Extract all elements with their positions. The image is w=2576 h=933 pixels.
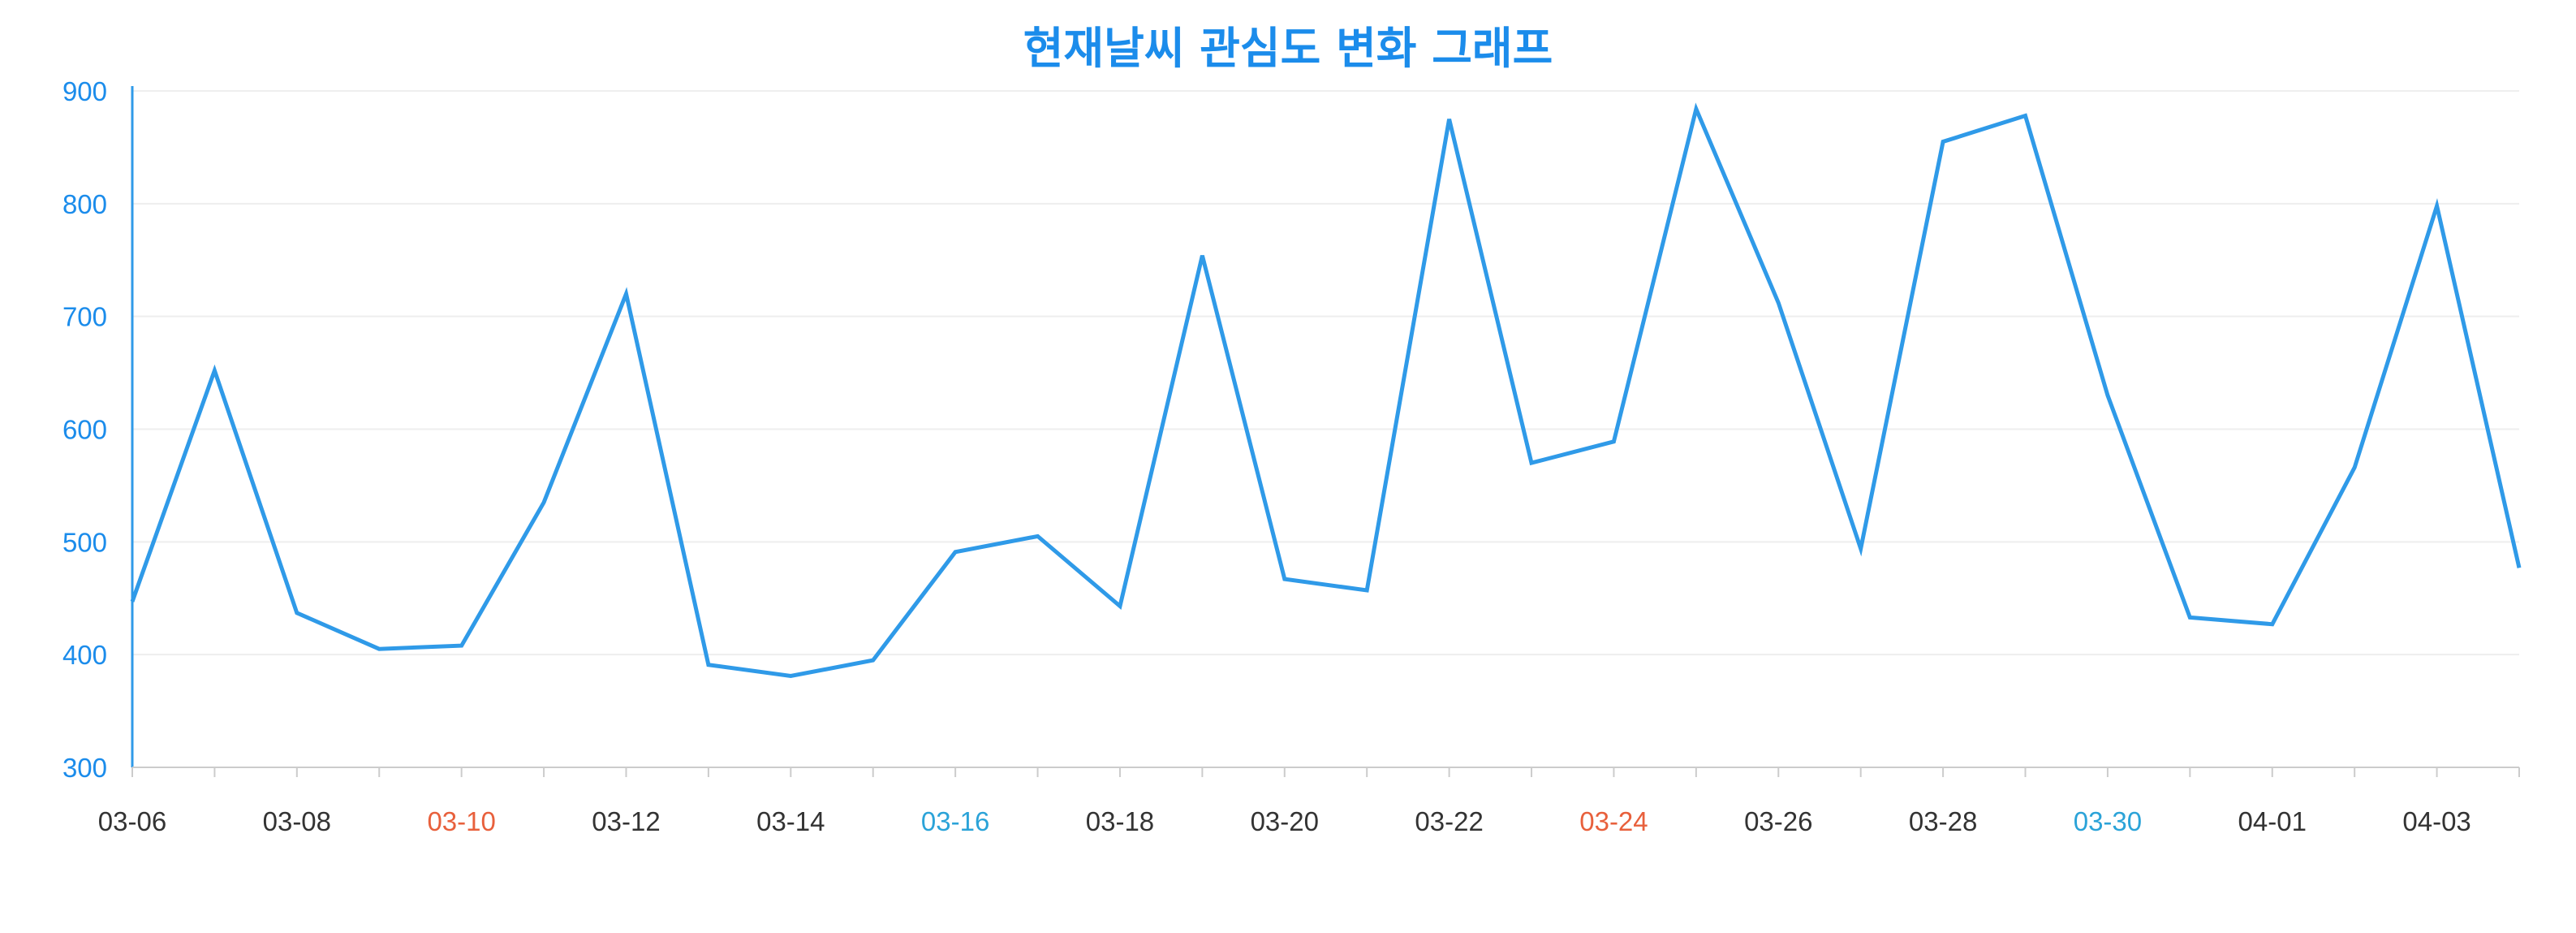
data-point bbox=[952, 549, 958, 555]
data-point bbox=[1940, 138, 1946, 145]
data-point bbox=[294, 610, 300, 616]
data-point bbox=[1117, 603, 1123, 609]
data-point bbox=[622, 291, 629, 297]
y-tick-label: 800 bbox=[62, 189, 107, 219]
y-tick-label: 600 bbox=[62, 415, 107, 445]
x-tick-label: 03-28 bbox=[1909, 806, 1977, 836]
data-point bbox=[2186, 614, 2193, 620]
y-tick-label: 300 bbox=[62, 753, 107, 783]
x-tick-label: 03-20 bbox=[1251, 806, 1319, 836]
y-tick-label: 500 bbox=[62, 527, 107, 557]
data-point bbox=[2269, 621, 2276, 628]
y-tick-label: 900 bbox=[62, 76, 107, 106]
data-point bbox=[459, 642, 465, 649]
x-tick-label: 03-08 bbox=[263, 806, 331, 836]
data-point bbox=[1775, 300, 1781, 306]
chart-title: 현재날씨 관심도 변화 그래프 bbox=[1023, 23, 1553, 74]
x-tick-label: 03-22 bbox=[1415, 806, 1483, 836]
y-axis-ticks: 300 400 500 600 700 800 900 bbox=[62, 76, 107, 783]
data-point bbox=[211, 367, 218, 374]
data-point bbox=[1035, 533, 1041, 539]
data-point bbox=[541, 499, 547, 506]
x-tick-label: 04-01 bbox=[2238, 806, 2307, 836]
y-tick-label: 400 bbox=[62, 640, 107, 670]
data-point bbox=[2104, 392, 2111, 399]
data-point bbox=[1363, 587, 1370, 594]
data-point bbox=[2516, 564, 2522, 571]
x-tick-label: 03-26 bbox=[1744, 806, 1812, 836]
x-tick-label: 04-03 bbox=[2402, 806, 2470, 836]
data-point bbox=[2351, 464, 2358, 471]
x-tick-label: 03-14 bbox=[756, 806, 825, 836]
data-point bbox=[2022, 113, 2029, 119]
data-point bbox=[870, 657, 877, 663]
data-point bbox=[1693, 106, 1699, 112]
series-group bbox=[129, 102, 2522, 680]
data-point bbox=[1858, 546, 1864, 552]
y-tick-label: 700 bbox=[62, 302, 107, 332]
data-point bbox=[1199, 253, 1205, 259]
x-axis: 03-06 03-08 03-10 03-12 03-14 03-16 03-18 03-20… bbox=[98, 86, 2520, 836]
data-point bbox=[2434, 203, 2440, 209]
series-line bbox=[130, 102, 2522, 679]
x-tick-label: 03-06 bbox=[98, 806, 166, 836]
x-tick-label: 03-16 bbox=[921, 806, 989, 836]
x-tick-label: 03-10 bbox=[427, 806, 495, 836]
x-tick-label: 03-12 bbox=[592, 806, 660, 836]
data-point bbox=[1446, 116, 1453, 123]
data-point bbox=[787, 673, 794, 680]
data-point bbox=[1282, 576, 1288, 582]
data-point bbox=[129, 598, 136, 605]
x-tick-label: 03-18 bbox=[1086, 806, 1154, 836]
data-point bbox=[1528, 460, 1535, 466]
data-point bbox=[705, 662, 712, 668]
data-point bbox=[1610, 438, 1617, 445]
x-tick-label: 03-30 bbox=[2074, 806, 2142, 836]
x-tick-label: 03-24 bbox=[1579, 806, 1648, 836]
gridlines bbox=[132, 90, 2519, 656]
data-point bbox=[376, 646, 382, 652]
